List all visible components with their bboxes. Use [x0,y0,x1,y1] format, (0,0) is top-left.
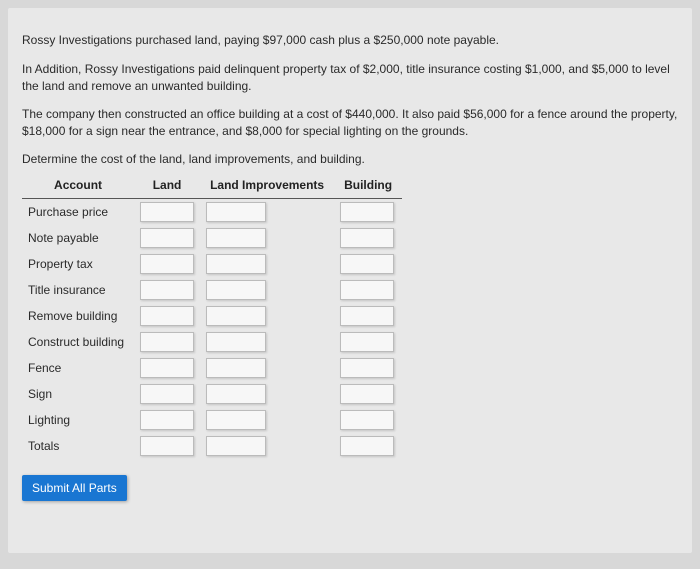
paragraph-3: The company then constructed an office b… [22,106,678,140]
row-label: Remove building [22,303,134,329]
question-panel: Rossy Investigations purchased land, pay… [8,8,692,553]
paragraph-1: Rossy Investigations purchased land, pay… [22,32,678,49]
input-li-2[interactable] [206,254,266,274]
table-row: Title insurance [22,277,402,303]
input-li-0[interactable] [206,202,266,222]
input-land-7[interactable] [140,384,194,404]
table-row: Property tax [22,251,402,277]
input-land-4[interactable] [140,306,194,326]
table-row: Fence [22,355,402,381]
row-label: Lighting [22,407,134,433]
input-bldg-3[interactable] [340,280,394,300]
input-li-5[interactable] [206,332,266,352]
input-li-9[interactable] [206,436,266,456]
paragraph-2: In Addition, Rossy Investigations paid d… [22,61,678,95]
table-row: Lighting [22,407,402,433]
input-land-3[interactable] [140,280,194,300]
input-li-3[interactable] [206,280,266,300]
cost-table: Account Land Land Improvements Building … [22,172,402,459]
header-building: Building [334,172,402,199]
input-bldg-4[interactable] [340,306,394,326]
input-land-9[interactable] [140,436,194,456]
input-bldg-1[interactable] [340,228,394,248]
input-bldg-8[interactable] [340,410,394,430]
instruction-text: Determine the cost of the land, land imp… [22,152,678,166]
input-bldg-9[interactable] [340,436,394,456]
row-label: Title insurance [22,277,134,303]
table-row: Note payable [22,225,402,251]
table-row: Construct building [22,329,402,355]
row-label: Construct building [22,329,134,355]
row-label: Fence [22,355,134,381]
header-account: Account [22,172,134,199]
input-bldg-6[interactable] [340,358,394,378]
input-bldg-7[interactable] [340,384,394,404]
table-row: Purchase price [22,198,402,225]
submit-button[interactable]: Submit All Parts [22,475,127,501]
input-land-1[interactable] [140,228,194,248]
row-label: Property tax [22,251,134,277]
table-row: Totals [22,433,402,459]
input-li-7[interactable] [206,384,266,404]
input-land-2[interactable] [140,254,194,274]
header-land-improvements: Land Improvements [200,172,334,199]
row-label: Sign [22,381,134,407]
table-row: Remove building [22,303,402,329]
header-land: Land [134,172,200,199]
input-land-5[interactable] [140,332,194,352]
input-li-8[interactable] [206,410,266,430]
input-li-4[interactable] [206,306,266,326]
input-land-8[interactable] [140,410,194,430]
row-label: Totals [22,433,134,459]
input-land-0[interactable] [140,202,194,222]
table-row: Sign [22,381,402,407]
input-bldg-2[interactable] [340,254,394,274]
input-bldg-0[interactable] [340,202,394,222]
input-li-1[interactable] [206,228,266,248]
row-label: Purchase price [22,198,134,225]
input-li-6[interactable] [206,358,266,378]
row-label: Note payable [22,225,134,251]
input-bldg-5[interactable] [340,332,394,352]
input-land-6[interactable] [140,358,194,378]
